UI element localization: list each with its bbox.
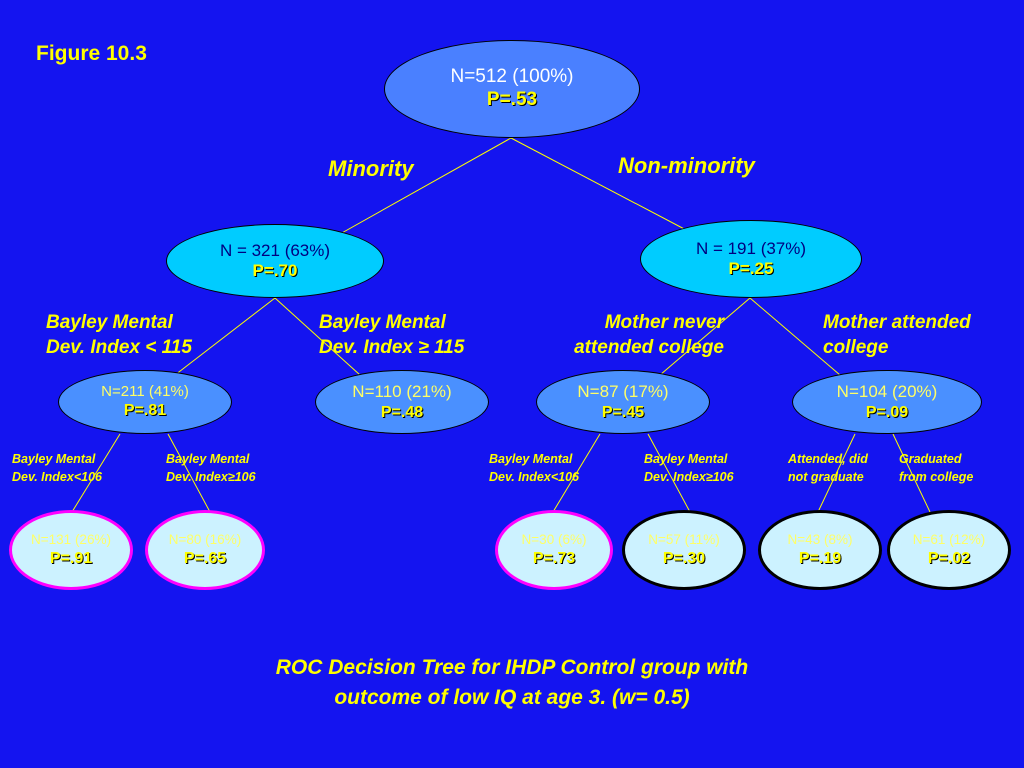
leaf-n61-probability: P=.02: [927, 549, 971, 567]
split-label-104-notgrad: Attended, did not graduate: [788, 452, 868, 485]
node-nonminority-count: N = 191 (37%): [695, 238, 807, 258]
leaf-n30-count: N=30 (6%): [521, 532, 587, 548]
split-label-87-high: Bayley Mental Dev. Index≥106: [644, 452, 734, 485]
node-n211: N=211 (41%) P=.81: [58, 370, 232, 434]
leaf-n57: N=57 (11%) P=.30: [622, 510, 746, 590]
node-n104-count: N=104 (20%): [836, 382, 938, 402]
node-nonminority-probability: P=.25: [728, 259, 774, 278]
leaf-n43: N=43 (8%) P=.19: [758, 510, 882, 590]
root-node: N=512 (100%) P=.53: [384, 40, 640, 138]
leaf-n57-probability: P=.30: [662, 549, 706, 567]
branch-label-minority: Minority: [328, 156, 414, 181]
leaf-n30-probability: P=.73: [532, 549, 576, 567]
edge-87-30: [552, 433, 601, 513]
node-nonminority: N = 191 (37%) P=.25: [640, 220, 862, 298]
edge-nonminority-never: [659, 297, 751, 376]
leaf-n43-probability: P=.19: [798, 549, 842, 567]
leaf-n131-probability: P=.91: [49, 549, 93, 567]
split-label-mother-never: Mother never attended college: [574, 312, 724, 358]
split-label-87-low: Bayley Mental Dev. Index<106: [489, 452, 579, 485]
caption-line-1: ROC Decision Tree for IHDP Control group…: [275, 656, 749, 679]
split-label-bayley-high: Bayley Mental Dev. Index ≥ 115: [319, 312, 465, 358]
node-n211-probability: P=.81: [123, 402, 167, 420]
node-n104-probability: P=.09: [865, 403, 909, 421]
node-n110: N=110 (21%) P=.48: [315, 370, 489, 434]
node-n110-probability: P=.48: [380, 403, 424, 421]
leaf-n57-count: N=57 (11%): [648, 532, 720, 548]
node-n87: N=87 (17%) P=.45: [536, 370, 710, 434]
edge-nonminority-attended: [749, 297, 841, 376]
node-minority-probability: P=.70: [252, 261, 298, 280]
leaf-n131-count: N=131 (26%): [31, 532, 111, 548]
split-label-bayley-low: Bayley Mental Dev. Index < 115: [46, 312, 192, 358]
edge-minority-high-bayley: [274, 297, 361, 376]
edge-104-43: [817, 433, 856, 513]
leaf-n61: N=61 (12%) P=.02: [887, 510, 1011, 590]
split-label-211-low: Bayley Mental Dev. Index<106: [12, 452, 102, 485]
leaf-n30: N=30 (6%) P=.73: [495, 510, 613, 590]
figure-caption: ROC Decision Tree for IHDP Control group…: [212, 653, 812, 713]
leaf-n80-probability: P=.65: [183, 549, 227, 567]
leaf-n80: N=80 (16%) P=.65: [145, 510, 265, 590]
split-label-104-grad: Graduated from college: [899, 452, 974, 485]
edge-211-131: [71, 433, 121, 513]
edge-87-57: [647, 433, 691, 513]
edge-root-nonminority: [510, 137, 691, 233]
node-n110-count: N=110 (21%): [352, 382, 452, 402]
root-count: N=512 (100%): [450, 66, 574, 88]
node-n87-count: N=87 (17%): [577, 382, 669, 402]
split-label-mother-attended: Mother attended college: [823, 312, 971, 358]
edge-211-80: [167, 433, 211, 513]
node-n104: N=104 (20%) P=.09: [792, 370, 982, 434]
edge-root-minority: [339, 137, 512, 235]
leaf-n43-count: N=43 (8%): [787, 532, 853, 548]
edge-minority-low-bayley: [174, 297, 276, 376]
node-n211-count: N=211 (41%): [101, 383, 189, 401]
leaf-n61-count: N=61 (12%): [912, 532, 986, 548]
branch-label-nonminority: Non-minority: [618, 153, 755, 178]
caption-line-2: outcome of low IQ at age 3. (w= 0.5): [334, 685, 690, 709]
edge-104-61: [892, 433, 931, 513]
leaf-n80-count: N=80 (16%): [168, 532, 242, 548]
node-minority-count: N = 321 (63%): [219, 240, 331, 260]
leaf-n131: N=131 (26%) P=.91: [9, 510, 133, 590]
root-probability: P=.53: [486, 89, 538, 110]
node-minority: N = 321 (63%) P=.70: [166, 224, 384, 298]
node-n87-probability: P=.45: [601, 403, 645, 421]
split-label-211-high: Bayley Mental Dev. Index≥106: [166, 452, 256, 485]
figure-label: Figure 10.3: [36, 42, 147, 65]
